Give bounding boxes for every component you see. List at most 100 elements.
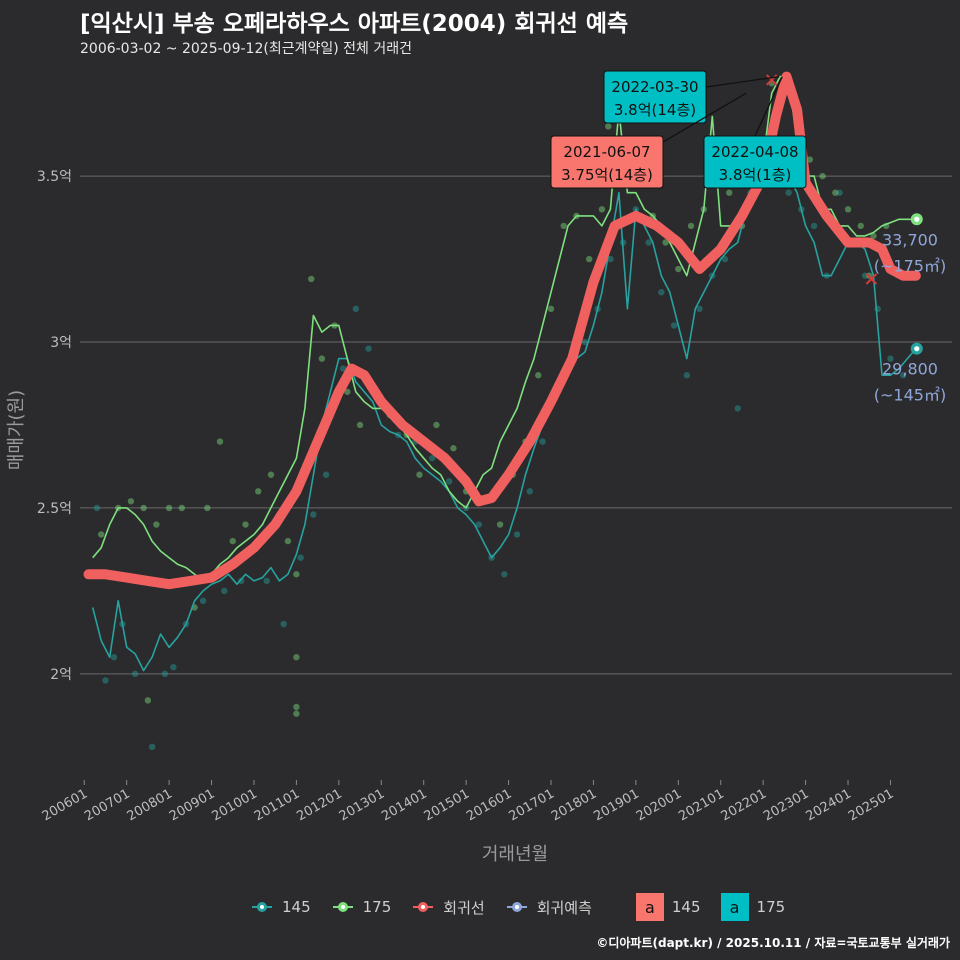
x-tick-label: 201701: [507, 786, 557, 824]
scatter-point-175: [144, 697, 152, 704]
legend-label-145: 145: [282, 898, 311, 916]
legend-label-forecast: 회귀예측: [536, 898, 592, 917]
x-tick-label: 202201: [719, 786, 769, 824]
y-tick-label: 3.5억: [37, 169, 72, 185]
y-axis-ticks: 2억 2.5억 3억 3.5억: [37, 169, 72, 683]
scatter-point-175: [605, 123, 612, 130]
scatter-point-145: [339, 365, 347, 372]
scatter-point-145: [170, 663, 177, 671]
legend-box-label-175: 175: [756, 898, 786, 916]
x-tick-label: 200901: [167, 786, 217, 824]
annotation-box: [550, 135, 664, 189]
scatter-point-175: [857, 222, 864, 230]
x-axis-ticks: 2006012007012008012009012010012011012012…: [40, 780, 896, 824]
annotation-pointer: [662, 92, 747, 143]
scatter-point-175: [547, 305, 555, 313]
scatter-point-175: [433, 421, 440, 429]
scatter-point-145: [238, 577, 245, 585]
scatter-point-175: [178, 504, 186, 512]
scatter-point-175: [308, 275, 315, 283]
scatter-point-145: [352, 305, 360, 313]
legend: 145 175 회귀선 회귀예측 a 145 a 175: [250, 893, 805, 921]
end-area-label: (~175㎡): [874, 256, 946, 275]
scatter-point-145: [887, 355, 894, 362]
end-price-label: 33,700: [882, 230, 938, 249]
annotation-price: 3.8억(14층): [614, 101, 696, 119]
series-line-145: [91, 142, 917, 672]
annotation-price: 3.75억(14층): [561, 166, 653, 184]
scatter-point-145: [607, 255, 614, 263]
scatter-point-145: [785, 189, 792, 196]
annotation-pointer: [754, 76, 783, 137]
scatter-point-145: [161, 670, 169, 678]
x-tick-label: 201401: [379, 786, 429, 824]
x-tick-label: 202501: [846, 786, 896, 824]
scatter-point-145: [475, 521, 483, 528]
scatter-point-145: [297, 554, 304, 561]
scatter-point-175: [535, 372, 542, 379]
scatter-point-145: [263, 577, 270, 585]
scatter-point-145: [445, 478, 453, 485]
legend-box-letter: a: [635, 893, 664, 921]
scatter-point-145: [322, 471, 330, 478]
scatter-point-175: [450, 445, 457, 452]
source-caption: ©디아파트(dapt.kr) / 2025.10.11 / 자료=국토교통부 실…: [596, 936, 950, 950]
annotation-box: [703, 135, 807, 189]
scatter-point-175: [560, 222, 567, 230]
scatter-point-175: [242, 521, 249, 528]
scatter-point-175: [416, 471, 423, 478]
x-tick-label: 202401: [804, 786, 854, 824]
scatter-point-145: [513, 531, 521, 538]
scatter-point-175: [598, 206, 606, 213]
forecast-marks: [765, 74, 878, 285]
scatter-point-175: [318, 355, 326, 362]
annotation-date: 2021-06-07: [563, 143, 650, 161]
scatter-point-175: [496, 521, 504, 528]
scatter-point-175: [98, 531, 105, 538]
x-tick-label: 201501: [422, 786, 472, 824]
scatter-point-175: [662, 239, 669, 246]
x-tick-label: 201801: [549, 786, 599, 824]
x-tick-label: 202001: [634, 786, 684, 824]
end-point-core: [914, 216, 920, 222]
legend-item-145: 145: [250, 895, 311, 919]
scatter-point-175: [153, 521, 160, 528]
scatter-point-145: [526, 488, 533, 495]
legend-box-175: a 175: [720, 893, 786, 921]
x-tick-label: 200801: [125, 786, 175, 824]
scatter-point-145: [836, 189, 843, 196]
scatter-point-175: [293, 571, 300, 578]
scatter-point-175: [819, 172, 826, 180]
scatter-point-145: [93, 504, 101, 512]
scatter-point-175: [229, 537, 236, 545]
end-area-label: (~145㎡): [874, 386, 946, 405]
scatter-point-145: [670, 322, 678, 329]
x-tick-label: 201601: [464, 786, 514, 824]
x-tick-label: 202101: [676, 786, 726, 824]
y-axis-label: 매매가(원): [6, 390, 27, 470]
legend-label-175: 175: [362, 898, 392, 916]
grid-lines: [80, 175, 952, 675]
x-tick-label: 201201: [294, 786, 344, 824]
x-tick-label: 201001: [209, 786, 259, 824]
scatter-point-145: [810, 222, 818, 230]
scatter-point-145: [428, 454, 436, 462]
scatter-point-175: [844, 206, 852, 213]
scatter-point-145: [721, 255, 729, 263]
scatter-point-175: [216, 438, 224, 445]
scatter-point-145: [199, 597, 207, 605]
scatter-point-175: [293, 710, 300, 717]
chart-title: [익산시] 부송 오페라하우스 아파트(2004) 회귀선 예측: [80, 11, 629, 37]
scatter-point-175: [293, 654, 300, 661]
scatter-point-175: [255, 488, 262, 495]
scatter-point-175: [284, 537, 292, 545]
y-tick-label: 2.5억: [37, 501, 72, 517]
legend-item-forecast: 회귀예측: [505, 895, 592, 919]
scatter-point-175: [585, 255, 593, 263]
x-axis-label: 거래년월: [482, 844, 548, 865]
scatter-point-175: [165, 504, 173, 512]
end-point-core: [914, 346, 920, 352]
x-tick-label: 200601: [40, 786, 90, 824]
scatter-point-175: [344, 388, 351, 395]
